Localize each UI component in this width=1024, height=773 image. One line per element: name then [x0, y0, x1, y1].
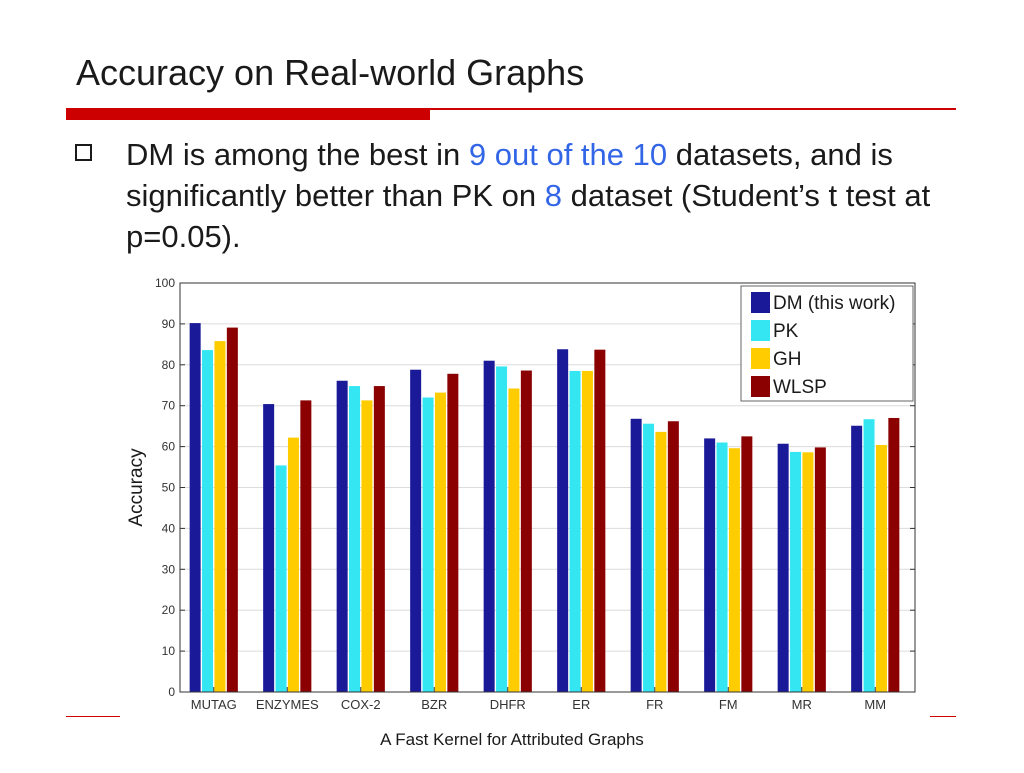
x-tick-label: MUTAG: [191, 697, 237, 712]
y-tick-label: 70: [162, 399, 176, 413]
y-tick-label: 20: [162, 603, 176, 617]
bar: [275, 465, 287, 692]
legend-label: DM (this work): [773, 293, 895, 314]
bar: [581, 370, 593, 692]
bar: [630, 418, 642, 692]
legend-swatch: [751, 376, 770, 397]
bar: [361, 400, 373, 692]
bar: [802, 452, 814, 692]
bar: [300, 400, 312, 692]
bar: [814, 447, 826, 692]
bar: [349, 386, 361, 692]
bullet-part-1: DM is among the best in: [126, 137, 469, 172]
bar: [226, 327, 238, 692]
bar: [863, 419, 875, 692]
bar: [888, 417, 900, 692]
bullet-highlight-1: 9 out of the 10: [468, 137, 668, 172]
y-tick-label: 0: [168, 685, 175, 699]
bar: [422, 397, 434, 692]
bullet-part-3: dataset (Student’s t test at p=0.05).: [126, 178, 931, 254]
bar: [189, 323, 201, 692]
y-tick-label: 30: [162, 562, 176, 576]
bar: [594, 349, 606, 692]
bullet-text: DM is among the best in 9 out of the 10 …: [126, 134, 966, 257]
footer-text: A Fast Kernel for Attributed Graphs: [380, 730, 644, 749]
bar: [569, 370, 581, 692]
bar: [508, 388, 520, 692]
legend-swatch: [751, 320, 770, 341]
bullet-part-2: datasets, and is significantly better th…: [126, 137, 893, 213]
x-tick-label: FR: [646, 697, 663, 712]
bullet-square-icon: [75, 144, 92, 161]
bar: [483, 360, 495, 692]
bar: [287, 437, 299, 692]
bar: [704, 438, 716, 692]
bar: [202, 350, 214, 692]
bar: [728, 448, 740, 692]
y-tick-label: 40: [162, 521, 176, 535]
x-tick-label: MM: [864, 697, 886, 712]
x-tick-label: BZR: [421, 697, 447, 712]
x-tick-label: MR: [792, 697, 812, 712]
y-tick-label: 90: [162, 317, 176, 331]
bar: [557, 349, 569, 692]
bar: [434, 392, 446, 692]
bar: [496, 366, 508, 692]
bar: [667, 421, 679, 692]
bar: [336, 380, 348, 692]
footer-rule-left: [66, 716, 120, 717]
legend-label: GH: [773, 349, 802, 370]
y-tick-label: 10: [162, 644, 176, 658]
bar: [851, 425, 863, 692]
bar: [447, 373, 459, 692]
y-tick-label: 60: [162, 440, 176, 454]
legend-swatch: [751, 292, 770, 313]
bar: [520, 370, 532, 692]
bar: [777, 443, 789, 692]
bullet-highlight-2: 8: [544, 178, 562, 213]
x-tick-label: ER: [572, 697, 590, 712]
slide-title: Accuracy on Real-world Graphs: [76, 52, 585, 93]
bar: [875, 444, 887, 692]
title-rule-thick: [66, 108, 430, 120]
title-rule-thin: [430, 108, 956, 110]
x-tick-label: COX-2: [341, 697, 381, 712]
x-tick-label: DHFR: [490, 697, 526, 712]
y-axis-label: Accuracy: [126, 448, 147, 527]
footer-rule-right: [930, 716, 956, 717]
bar: [263, 404, 275, 692]
bar: [643, 423, 655, 692]
y-tick-label: 100: [155, 276, 175, 290]
legend-label: PK: [773, 321, 799, 342]
y-tick-label: 80: [162, 358, 176, 372]
y-tick-label: 50: [162, 481, 176, 495]
bar: [373, 386, 385, 692]
legend-label: WLSP: [773, 377, 827, 398]
bar: [716, 442, 728, 692]
bar: [214, 341, 226, 692]
x-tick-label: FM: [719, 697, 738, 712]
bar: [410, 369, 422, 692]
legend-swatch: [751, 348, 770, 369]
bar: [790, 451, 802, 692]
bar: [741, 436, 753, 692]
bar: [655, 431, 667, 692]
x-tick-label: ENZYMES: [256, 697, 319, 712]
plot-frame: [179, 282, 916, 693]
